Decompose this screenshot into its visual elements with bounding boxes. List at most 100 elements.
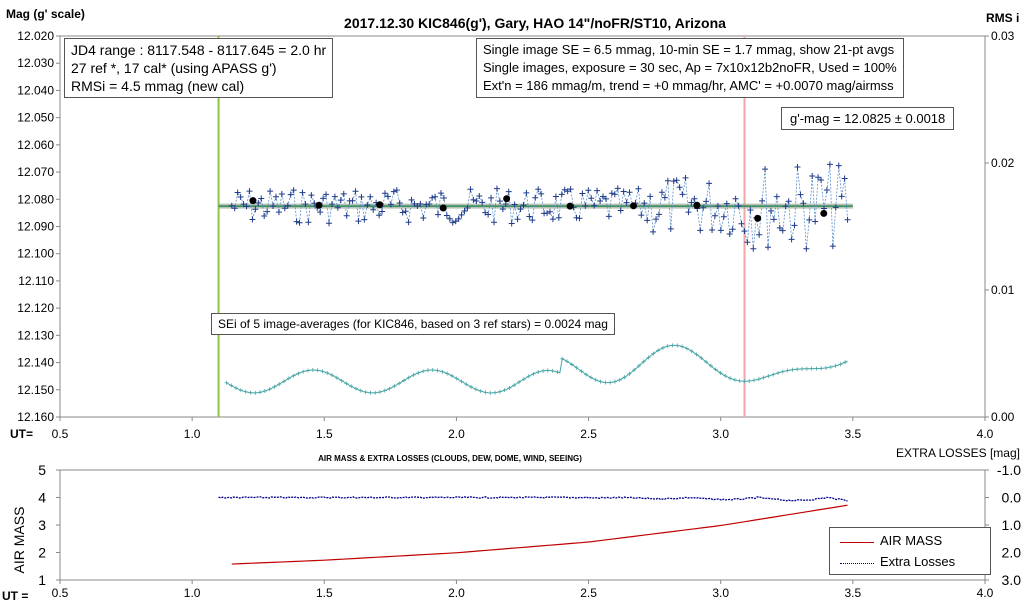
single-image-point xyxy=(326,220,333,227)
single-image-point xyxy=(399,209,406,216)
rms-point xyxy=(445,371,450,376)
legend-swatch-extra-losses xyxy=(840,563,874,564)
top-x-tick-label: 2.5 xyxy=(580,427,597,441)
rms-point xyxy=(771,372,776,377)
single-image-point xyxy=(670,178,677,185)
rms-point xyxy=(473,387,478,392)
legend-label-airmass: AIR MASS xyxy=(880,533,943,548)
average-point xyxy=(439,204,447,212)
info-left-line-1: JD4 range : 8117.548 - 8117.645 = 2.0 hr xyxy=(71,42,327,58)
single-image-point xyxy=(597,197,604,204)
rms-point xyxy=(646,355,651,360)
single-image-point xyxy=(729,226,736,233)
rms-point xyxy=(454,376,459,381)
single-image-point xyxy=(396,199,403,206)
rms-point xyxy=(238,388,243,393)
rms-point xyxy=(737,378,742,383)
rms-point xyxy=(310,368,315,373)
top-y-tick-label: 12.110 xyxy=(18,274,54,288)
rms-point xyxy=(224,380,229,385)
rms-point xyxy=(373,390,378,395)
rms-point xyxy=(814,366,819,371)
single-image-point xyxy=(594,187,601,194)
single-image-point xyxy=(653,216,660,223)
single-image-point xyxy=(255,199,262,206)
single-image-point xyxy=(376,212,383,219)
top-y2-tick-label: 0.01 xyxy=(991,283,1015,297)
single-image-point xyxy=(361,216,368,223)
single-image-point xyxy=(611,191,618,198)
single-image-point xyxy=(720,213,727,220)
single-image-point xyxy=(567,186,574,193)
rms-point xyxy=(382,388,387,393)
single-image-point xyxy=(538,190,545,197)
rms-point xyxy=(411,373,416,378)
top-y-tick-label: 12.100 xyxy=(17,247,54,261)
rms-point xyxy=(526,374,531,379)
sei-label: SEi of 5 image-averages (for KIC846, bas… xyxy=(211,313,615,335)
single-image-point xyxy=(479,199,486,206)
rms-point xyxy=(464,382,469,387)
top-x-tick-label: 4.0 xyxy=(977,427,994,441)
single-image-point xyxy=(691,195,698,202)
average-point xyxy=(249,197,257,205)
single-image-point xyxy=(682,174,689,181)
single-image-point xyxy=(658,189,665,196)
single-image-point xyxy=(476,193,483,200)
rms-point xyxy=(612,379,617,384)
average-point xyxy=(315,201,323,209)
rms-point xyxy=(809,366,814,371)
single-image-point xyxy=(717,227,724,234)
rms-point xyxy=(493,390,498,395)
single-image-point xyxy=(349,197,356,204)
single-image-point xyxy=(614,185,621,192)
single-image-point xyxy=(381,190,388,197)
top-y-axis-label: Mag (g' scale) xyxy=(6,7,85,21)
single-image-point xyxy=(308,192,315,199)
single-image-point xyxy=(379,208,386,215)
single-image-point xyxy=(331,193,338,200)
info-left-line-2: 27 ref *, 17 cal* (using APASS g') xyxy=(71,60,277,76)
single-image-point xyxy=(617,207,624,214)
single-image-point xyxy=(791,222,798,229)
single-image-point xyxy=(552,193,559,200)
rms-point xyxy=(823,365,828,370)
single-image-point xyxy=(709,226,716,233)
single-image-point xyxy=(290,187,297,194)
single-image-point xyxy=(461,208,468,215)
rms-point xyxy=(425,368,430,373)
rms-point xyxy=(459,379,464,384)
single-image-point xyxy=(579,190,586,197)
single-image-point xyxy=(815,174,822,181)
single-image-point xyxy=(252,206,259,213)
single-image-point xyxy=(299,189,306,196)
single-image-point xyxy=(364,202,371,209)
single-image-point xyxy=(770,216,777,223)
single-image-point xyxy=(667,225,674,232)
bottom-y-axis-label: AIR MASS xyxy=(11,507,27,574)
single-image-point xyxy=(759,197,766,204)
rms-point xyxy=(603,380,608,385)
airmass-line xyxy=(231,504,848,565)
single-image-point xyxy=(732,195,739,202)
single-image-point xyxy=(443,212,450,219)
rms-point xyxy=(584,372,589,377)
single-image-point xyxy=(605,213,612,220)
single-image-point xyxy=(647,193,654,200)
bottom-y-tick-label: 4 xyxy=(38,490,46,506)
average-point xyxy=(820,209,828,217)
single-image-point xyxy=(296,219,303,226)
single-image-point xyxy=(517,206,524,213)
single-image-point xyxy=(750,245,757,252)
single-image-point xyxy=(358,193,365,200)
rms-point xyxy=(708,363,713,368)
rms-point xyxy=(565,359,570,364)
rms-point xyxy=(325,370,330,375)
rms-point xyxy=(296,371,301,376)
single-image-point xyxy=(264,208,271,215)
rms-point xyxy=(838,362,843,367)
rms-point xyxy=(469,384,474,389)
average-point xyxy=(376,201,384,209)
rms-point xyxy=(401,378,406,383)
